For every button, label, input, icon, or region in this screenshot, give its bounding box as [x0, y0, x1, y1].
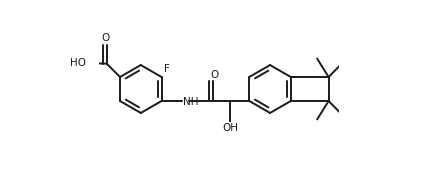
- Text: F: F: [163, 64, 170, 74]
- Text: O: O: [101, 33, 110, 43]
- Text: OH: OH: [222, 123, 238, 133]
- Text: NH: NH: [183, 98, 198, 108]
- Text: O: O: [210, 70, 219, 80]
- Text: HO: HO: [70, 58, 86, 68]
